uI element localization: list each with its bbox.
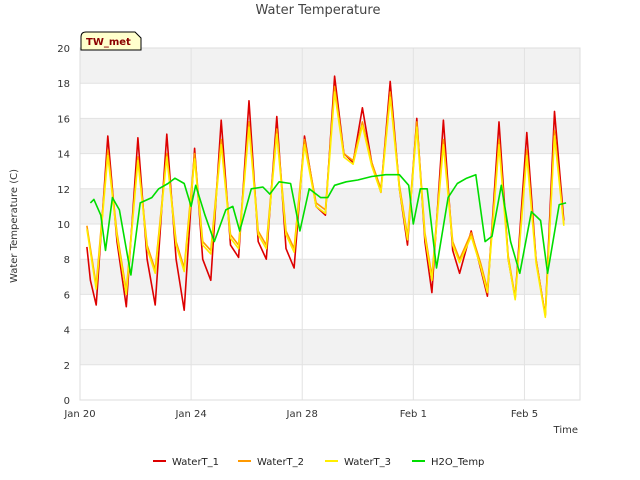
y-tick-label: 0 — [64, 396, 70, 407]
site-badge-shape — [80, 31, 142, 51]
y-axis-label: Water Temperature (C) — [9, 169, 20, 283]
x-tick-label: Jan 28 — [286, 409, 318, 420]
y-tick-label: 18 — [57, 79, 70, 90]
background-band — [80, 329, 580, 365]
chart-title: Water Temperature — [256, 3, 381, 18]
legend-item: WaterT_1 — [153, 457, 219, 468]
x-tick-label: Jan 24 — [174, 409, 206, 420]
site-badge-label: TW_met — [86, 37, 131, 48]
y-tick-label: 20 — [57, 44, 70, 55]
y-tick-label: 16 — [57, 114, 70, 125]
background-band — [80, 83, 580, 119]
site-badge: TW_met — [80, 31, 142, 51]
background-band — [80, 224, 580, 260]
legend: WaterT_1 WaterT_2 WaterT_3 H2O_Temp — [153, 457, 484, 468]
series-lines — [86, 75, 567, 319]
legend-item: WaterT_3 — [325, 457, 391, 468]
y-tick-label: 14 — [57, 150, 70, 161]
background-band — [80, 364, 580, 400]
y-tick-label: 8 — [64, 255, 70, 266]
x-axis-label: Time — [553, 425, 578, 436]
legend-item: H2O_Temp — [412, 457, 484, 468]
y-tick-label: 4 — [64, 326, 70, 337]
legend-label: WaterT_3 — [344, 457, 391, 468]
y-axis-ticks: 0 2 4 6 8 10 12 14 16 18 20 — [57, 44, 70, 407]
series-line-h2o-temp — [89, 173, 567, 276]
legend-label: H2O_Temp — [431, 457, 484, 468]
legend-label: WaterT_2 — [257, 457, 304, 468]
plot-border — [79, 47, 581, 401]
x-tick-label: Feb 5 — [511, 409, 538, 420]
background-band — [80, 259, 580, 295]
y-tick-label: 10 — [57, 220, 70, 231]
legend-item: WaterT_2 — [238, 457, 304, 468]
legend-label: WaterT_1 — [172, 457, 219, 468]
x-tick-label: Jan 20 — [63, 409, 95, 420]
series-line-watert-3 — [86, 91, 565, 319]
x-axis-ticks: Jan 20 Jan 24 Jan 28 Feb 1 Feb 5 — [63, 409, 538, 420]
x-tick-label: Feb 1 — [400, 409, 427, 420]
background-band — [80, 48, 580, 84]
y-tick-label: 2 — [64, 361, 70, 372]
background-band — [80, 294, 580, 330]
y-tick-label: 12 — [57, 185, 70, 196]
y-tick-label: 6 — [64, 290, 70, 301]
